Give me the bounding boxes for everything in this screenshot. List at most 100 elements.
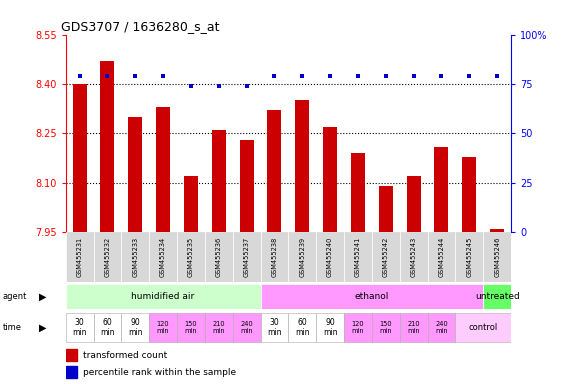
Bar — [463, 157, 476, 232]
Bar — [240, 140, 254, 232]
Bar — [407, 176, 421, 232]
FancyBboxPatch shape — [177, 232, 205, 282]
Text: GSM455237: GSM455237 — [244, 237, 250, 277]
Text: GSM455238: GSM455238 — [271, 237, 278, 277]
Bar — [212, 130, 226, 232]
FancyBboxPatch shape — [205, 313, 233, 342]
Text: 150
min: 150 min — [380, 321, 392, 334]
Text: ▶: ▶ — [39, 291, 46, 302]
FancyBboxPatch shape — [344, 232, 372, 282]
FancyBboxPatch shape — [316, 313, 344, 342]
Text: transformed count: transformed count — [83, 351, 168, 360]
Bar — [295, 101, 309, 232]
FancyBboxPatch shape — [94, 313, 122, 342]
Text: ethanol: ethanol — [355, 292, 389, 301]
Point — [103, 73, 112, 79]
Text: 30
min: 30 min — [73, 318, 87, 337]
Bar — [435, 147, 448, 232]
Point — [465, 73, 474, 79]
Text: GSM455245: GSM455245 — [467, 237, 472, 278]
FancyBboxPatch shape — [177, 313, 205, 342]
Text: GSM455244: GSM455244 — [439, 237, 444, 278]
Point — [242, 83, 251, 89]
Text: GSM455240: GSM455240 — [327, 237, 333, 278]
FancyBboxPatch shape — [122, 313, 149, 342]
Point — [493, 73, 502, 79]
FancyBboxPatch shape — [428, 232, 456, 282]
Text: GSM455233: GSM455233 — [132, 237, 138, 277]
Text: GSM455243: GSM455243 — [411, 237, 417, 277]
FancyBboxPatch shape — [483, 232, 511, 282]
Text: 90
min: 90 min — [323, 318, 337, 337]
FancyBboxPatch shape — [344, 313, 372, 342]
FancyBboxPatch shape — [233, 313, 260, 342]
FancyBboxPatch shape — [428, 313, 456, 342]
FancyBboxPatch shape — [66, 232, 94, 282]
Text: 150
min: 150 min — [184, 321, 197, 334]
Point — [131, 73, 140, 79]
Text: 90
min: 90 min — [128, 318, 143, 337]
Text: 120
min: 120 min — [352, 321, 364, 334]
Text: GSM455242: GSM455242 — [383, 237, 389, 278]
FancyBboxPatch shape — [456, 232, 483, 282]
Point — [409, 73, 418, 79]
FancyBboxPatch shape — [260, 232, 288, 282]
Text: agent: agent — [3, 292, 27, 301]
Bar — [379, 186, 393, 232]
Bar — [66, 349, 77, 361]
Text: 240
min: 240 min — [240, 321, 253, 334]
FancyBboxPatch shape — [400, 232, 428, 282]
Text: percentile rank within the sample: percentile rank within the sample — [83, 368, 236, 377]
Text: GSM455235: GSM455235 — [188, 237, 194, 277]
Bar — [156, 107, 170, 232]
Text: untreated: untreated — [475, 292, 520, 301]
Text: control: control — [469, 323, 498, 332]
Text: 210
min: 210 min — [212, 321, 225, 334]
FancyBboxPatch shape — [66, 313, 94, 342]
Point — [297, 73, 307, 79]
Text: humidified air: humidified air — [131, 292, 195, 301]
FancyBboxPatch shape — [149, 232, 177, 282]
Text: GSM455241: GSM455241 — [355, 237, 361, 277]
Text: 210
min: 210 min — [407, 321, 420, 334]
FancyBboxPatch shape — [372, 313, 400, 342]
FancyBboxPatch shape — [260, 313, 288, 342]
Text: GSM455231: GSM455231 — [77, 237, 83, 277]
FancyBboxPatch shape — [233, 232, 260, 282]
Bar — [184, 176, 198, 232]
FancyBboxPatch shape — [456, 313, 511, 342]
Text: 60
min: 60 min — [295, 318, 309, 337]
Text: 120
min: 120 min — [157, 321, 170, 334]
FancyBboxPatch shape — [205, 232, 233, 282]
Text: ▶: ▶ — [39, 322, 46, 333]
FancyBboxPatch shape — [400, 313, 428, 342]
FancyBboxPatch shape — [149, 313, 177, 342]
Bar — [267, 110, 282, 232]
Point — [437, 73, 446, 79]
Bar — [128, 117, 142, 232]
Text: GSM455246: GSM455246 — [494, 237, 500, 278]
FancyBboxPatch shape — [122, 232, 149, 282]
Bar — [100, 61, 114, 232]
Text: GDS3707 / 1636280_s_at: GDS3707 / 1636280_s_at — [61, 20, 220, 33]
Text: 240
min: 240 min — [435, 321, 448, 334]
FancyBboxPatch shape — [372, 232, 400, 282]
Text: 30
min: 30 min — [267, 318, 282, 337]
FancyBboxPatch shape — [288, 313, 316, 342]
Bar — [73, 84, 87, 232]
Point — [353, 73, 363, 79]
FancyBboxPatch shape — [260, 284, 483, 309]
Bar — [490, 229, 504, 232]
Text: time: time — [3, 323, 22, 332]
Text: GSM455234: GSM455234 — [160, 237, 166, 277]
Point — [214, 83, 223, 89]
Bar — [351, 153, 365, 232]
Point — [325, 73, 335, 79]
FancyBboxPatch shape — [66, 284, 260, 309]
Text: GSM455236: GSM455236 — [216, 237, 222, 277]
FancyBboxPatch shape — [483, 284, 511, 309]
Text: 60
min: 60 min — [100, 318, 115, 337]
Point — [159, 73, 168, 79]
Text: GSM455232: GSM455232 — [104, 237, 110, 277]
Bar — [66, 366, 77, 379]
